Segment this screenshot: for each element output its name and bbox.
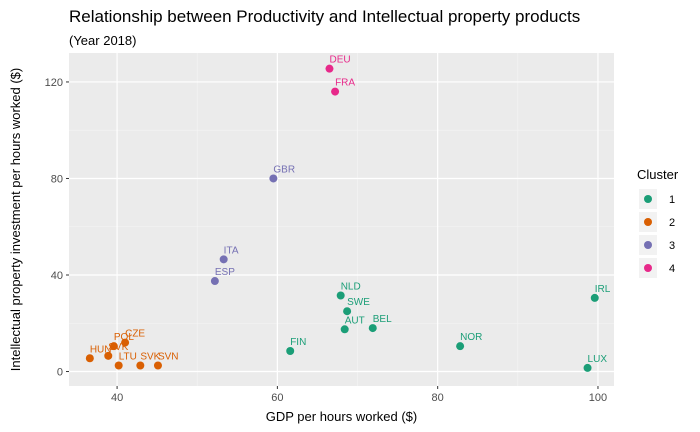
legend-key-point — [644, 241, 652, 249]
y-tick-label: 0 — [57, 367, 63, 379]
point-label: ITA — [224, 245, 239, 256]
point-label: SVK — [140, 351, 160, 362]
data-point — [219, 255, 228, 264]
point-label: DEU — [329, 55, 350, 66]
point-label: ESP — [215, 267, 235, 278]
data-point — [286, 347, 295, 356]
point-label: BEL — [373, 314, 392, 325]
data-point — [85, 354, 94, 363]
x-axis-title: GDP per hours worked ($) — [266, 409, 418, 424]
chart-subtitle: (Year 2018) — [69, 33, 137, 48]
legend-key-point — [644, 218, 652, 226]
data-point — [456, 342, 465, 351]
data-point — [336, 291, 345, 300]
data-point — [325, 64, 334, 73]
legend-entry-label: 4 — [669, 263, 675, 275]
legend-key-point — [644, 264, 652, 272]
data-point — [590, 293, 599, 302]
data-point — [331, 87, 340, 96]
point-label: FIN — [290, 337, 306, 348]
data-point — [153, 361, 162, 370]
point-label: AUT — [345, 315, 365, 326]
data-point — [368, 324, 377, 333]
data-point — [114, 361, 123, 370]
y-axis-title: Intellectual property investment per hou… — [8, 68, 23, 371]
legend-key-point — [644, 195, 652, 203]
y-tick-label: 120 — [45, 77, 63, 89]
data-point — [136, 361, 145, 370]
point-label: CZE — [125, 329, 145, 340]
point-label: POL — [114, 332, 134, 343]
x-tick-label: 40 — [111, 392, 123, 404]
point-label: LTU — [119, 351, 137, 362]
y-tick-label: 40 — [51, 270, 63, 282]
point-label: LUX — [588, 354, 608, 365]
data-point — [121, 338, 130, 347]
point-label: SVN — [158, 351, 179, 362]
x-tick-label: 60 — [271, 392, 283, 404]
y-tick-label: 80 — [51, 173, 63, 185]
point-label: SWE — [347, 297, 370, 308]
data-point — [343, 307, 352, 316]
legend-entry-label: 2 — [669, 217, 675, 229]
point-label: GBR — [273, 164, 295, 175]
data-point — [109, 342, 118, 351]
x-tick-label: 100 — [589, 392, 607, 404]
data-point — [340, 325, 349, 334]
point-label: NOR — [460, 332, 482, 343]
point-label: FRA — [335, 78, 355, 89]
point-label: NLD — [341, 282, 361, 293]
point-label: IRL — [595, 284, 611, 295]
legend-title: Cluster — [637, 167, 679, 182]
legend-entry-label: 3 — [669, 240, 675, 252]
data-point — [583, 363, 592, 372]
point-label: HUN — [90, 344, 112, 355]
data-point — [210, 277, 219, 286]
data-point — [104, 351, 113, 360]
chart-title: Relationship between Productivity and In… — [69, 7, 581, 26]
plot-panel — [69, 53, 614, 386]
data-point — [269, 174, 278, 183]
legend-entry-label: 1 — [669, 194, 675, 206]
x-tick-label: 80 — [432, 392, 444, 404]
point-label: SVK — [108, 342, 128, 353]
